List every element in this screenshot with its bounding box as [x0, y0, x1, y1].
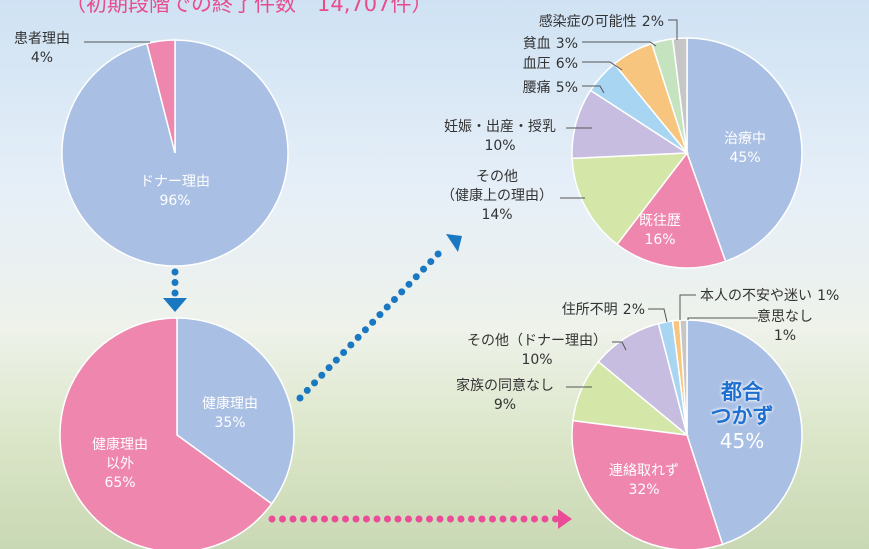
category-label: 意思なし: [757, 308, 813, 327]
value-label: 1%: [817, 288, 839, 304]
value-label: 6%: [556, 56, 578, 72]
category-label: ドナー理由: [140, 173, 210, 192]
slice-label: 貧血 3%: [523, 33, 578, 54]
category-label: 健康理由: [202, 395, 258, 414]
value-label: 65%: [92, 474, 148, 493]
slice-label: その他（ドナー理由）10%: [467, 332, 607, 370]
category-label: 家族の同意なし: [456, 377, 554, 396]
arrow-head: [446, 234, 462, 252]
value-label: 3%: [556, 36, 578, 52]
category-label: 妊娠・出産・授乳: [444, 118, 556, 137]
category-label: 住所不明: [562, 302, 618, 318]
category-label: その他 （健康上の理由）: [441, 168, 553, 206]
value-label: 35%: [202, 414, 258, 433]
slice-label: 感染症の可能性 2%: [539, 11, 664, 32]
value-label: 2%: [623, 302, 645, 318]
category-label: 治療中: [724, 130, 766, 149]
category-label: その他（ドナー理由）: [467, 332, 607, 351]
value-label: 1%: [757, 327, 813, 346]
category-label: 連絡取れず: [609, 462, 679, 481]
leader-line: [668, 20, 677, 40]
value-label: 5%: [556, 80, 578, 96]
value-label: 45%: [711, 428, 774, 454]
category-label: 感染症の可能性: [539, 14, 637, 30]
value-label: 32%: [609, 481, 679, 500]
title: （初期段階での終了件数 14,707件）: [65, 0, 432, 18]
value-label: 2%: [642, 14, 664, 30]
slice-label: 腰痛 5%: [523, 77, 578, 98]
category-label: 本人の不安や迷い: [700, 288, 812, 304]
category-label: 健康理由 以外: [92, 436, 148, 474]
value-label: 14%: [441, 206, 553, 225]
leader-line: [680, 295, 696, 320]
category-label: 貧血: [523, 36, 551, 52]
value-label: 10%: [467, 351, 607, 370]
category-label: 血圧: [523, 56, 551, 72]
value-label: 9%: [456, 396, 554, 415]
slice-label: 血圧 6%: [523, 53, 578, 74]
value-label: 4%: [14, 49, 70, 68]
slice-label: その他 （健康上の理由）14%: [441, 168, 553, 225]
slice-label: 本人の不安や迷い 1%: [700, 285, 839, 306]
value-label: 10%: [444, 137, 556, 156]
category-label: 都合 つかず: [711, 380, 774, 428]
value-label: 96%: [140, 192, 210, 211]
leader-line: [688, 318, 758, 320]
slice-label: 住所不明 2%: [562, 299, 645, 320]
value-label: 45%: [724, 149, 766, 168]
infographic: （初期段階での終了件数 14,707件） ドナー理由96%患者理由4%健康理由3…: [0, 0, 869, 549]
arrow-head: [163, 298, 187, 312]
category-label: 患者理由: [14, 30, 70, 49]
value-label: 16%: [639, 231, 681, 250]
category-label: 既往歴: [639, 212, 681, 231]
leader-line: [648, 309, 667, 322]
category-label: 腰痛: [523, 80, 551, 96]
arrow-head: [558, 509, 572, 529]
arrow: [300, 252, 440, 398]
